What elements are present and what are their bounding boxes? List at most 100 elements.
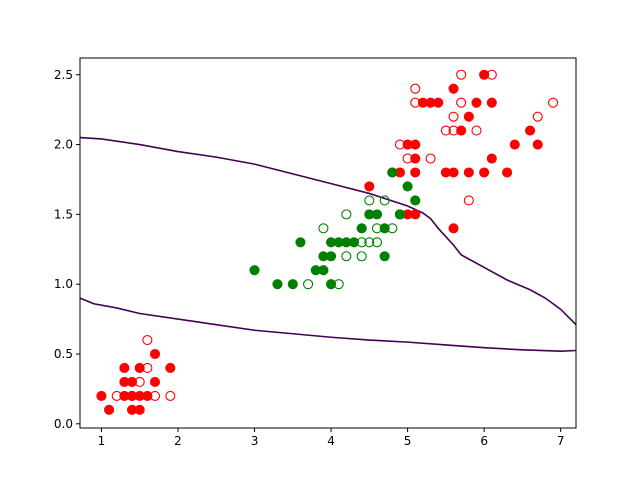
data-point	[456, 69, 467, 80]
data-point	[127, 390, 138, 401]
series-4	[303, 195, 406, 290]
data-point	[379, 223, 390, 234]
data-point	[387, 223, 398, 234]
data-point	[410, 195, 421, 206]
data-point	[402, 153, 413, 164]
data-point	[448, 125, 459, 136]
data-point	[364, 237, 375, 248]
data-point	[425, 153, 436, 164]
data-point	[394, 209, 406, 220]
decision-boundaries	[80, 136, 576, 353]
data-point	[371, 237, 383, 248]
data-point	[341, 251, 352, 262]
data-point	[410, 83, 421, 94]
series-1	[96, 69, 543, 415]
x-tick-label: 6	[480, 434, 488, 448]
data-point	[165, 390, 176, 401]
data-point	[532, 111, 543, 122]
data-point	[348, 237, 360, 248]
x-tick-label: 4	[327, 434, 335, 448]
data-point	[410, 209, 421, 220]
data-point	[433, 97, 444, 108]
data-point	[295, 237, 306, 248]
data-point	[364, 195, 375, 206]
data-point	[486, 153, 497, 164]
data-point	[371, 209, 383, 220]
axes-frame	[79, 57, 577, 429]
data-point	[463, 111, 474, 122]
data-point	[471, 97, 482, 108]
y-axis: 0.0 0.5 1.0 1.5 2.0 2.5	[54, 68, 80, 431]
data-point	[356, 237, 367, 248]
data-point	[410, 139, 421, 150]
scatter-points	[96, 69, 559, 415]
data-point	[142, 390, 153, 401]
data-point	[149, 376, 161, 387]
data-point	[471, 125, 482, 136]
data-point	[394, 139, 406, 150]
data-point	[364, 181, 375, 192]
data-point	[303, 279, 314, 290]
data-point	[127, 376, 138, 387]
data-point	[456, 97, 467, 108]
data-point	[379, 195, 390, 206]
data-point	[410, 97, 421, 108]
data-point	[440, 125, 451, 136]
data-point	[326, 251, 337, 262]
series-2	[111, 69, 559, 401]
data-point	[356, 251, 367, 262]
data-point	[502, 167, 513, 178]
data-point	[448, 167, 459, 178]
data-point	[149, 348, 161, 360]
x-tick-label: 1	[98, 434, 106, 448]
data-point	[318, 223, 329, 234]
data-point	[463, 167, 474, 178]
data-point	[410, 153, 421, 164]
data-point	[333, 279, 344, 290]
data-point	[111, 390, 122, 401]
series-3	[249, 167, 421, 290]
data-point	[410, 167, 421, 178]
data-point	[119, 362, 130, 374]
data-point	[287, 279, 298, 290]
data-point	[486, 69, 497, 80]
data-point	[509, 139, 520, 150]
data-point	[486, 97, 497, 108]
data-point	[379, 251, 390, 262]
data-point	[104, 404, 115, 415]
boundary-line-1	[80, 136, 576, 326]
data-point	[341, 209, 352, 220]
y-tick-label: 1.5	[54, 207, 73, 221]
data-point	[456, 125, 467, 136]
data-point	[134, 362, 145, 374]
data-point	[547, 97, 559, 108]
data-point	[356, 223, 367, 234]
data-point	[142, 334, 153, 346]
data-point	[387, 167, 398, 178]
data-point	[149, 390, 161, 401]
x-tick-label: 2	[174, 434, 182, 448]
boundary-line-2	[80, 297, 576, 353]
data-point	[463, 195, 474, 206]
data-point	[402, 181, 413, 192]
x-tick-label: 7	[557, 434, 565, 448]
data-point	[142, 362, 153, 374]
data-point	[165, 362, 176, 374]
data-point	[318, 265, 329, 276]
data-point	[525, 125, 536, 136]
data-point	[532, 139, 543, 150]
y-tick-label: 2.0	[54, 138, 73, 152]
data-point	[134, 376, 145, 387]
y-tick-label: 1.0	[54, 277, 73, 291]
data-point	[448, 223, 459, 234]
data-point	[448, 83, 459, 94]
data-point	[134, 404, 145, 415]
x-axis: 1 2 3 4 5 6 7	[98, 428, 565, 448]
y-tick-label: 2.5	[54, 68, 73, 82]
x-tick-label: 3	[251, 434, 259, 448]
data-point	[479, 69, 490, 80]
x-tick-label: 5	[404, 434, 412, 448]
data-point	[249, 265, 260, 276]
data-point	[272, 279, 283, 290]
